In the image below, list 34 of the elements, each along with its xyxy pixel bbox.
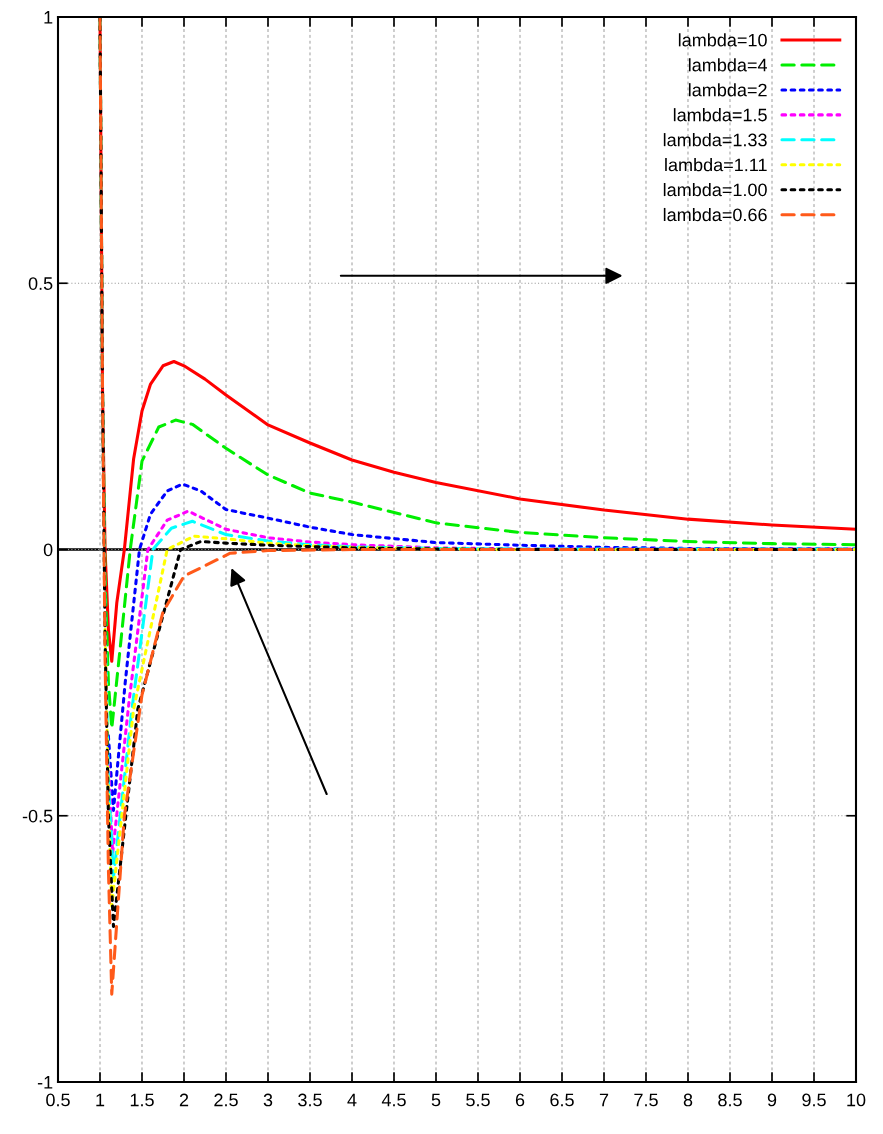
x-tick-label: 2 [179, 1093, 189, 1107]
x-tick-label: 4 [347, 1093, 357, 1107]
legend-label: lambda=0.66 [663, 207, 767, 222]
legend-label: lambda=1.11 [665, 158, 767, 172]
x-tick-label: 1.5 [130, 1093, 154, 1107]
x-tick-label: 9.5 [802, 1093, 826, 1107]
legend-label: lambda=1.33 [663, 133, 767, 147]
x-tick-label: 1 [96, 1093, 105, 1107]
y-tick-label: 1 [44, 11, 53, 24]
x-tick-label: 3.5 [298, 1093, 322, 1107]
x-tick-label: 6.5 [550, 1093, 574, 1107]
legend-label: lambda=4 [688, 58, 767, 72]
x-tick-label: 7 [599, 1093, 609, 1107]
legend-label: lambda=10 [678, 33, 767, 47]
x-tick-label: 8.5 [718, 1093, 742, 1107]
y-tick-label: 0.5 [28, 277, 53, 290]
x-tick-label: 2.5 [214, 1093, 238, 1107]
x-tick-label: 6 [515, 1093, 525, 1107]
legend-label: lambda=1.5 [673, 108, 767, 122]
x-tick-label: 10 [847, 1093, 866, 1107]
line-series [103, 534, 856, 908]
x-tick-label: 4.5 [381, 1093, 406, 1107]
x-tick-label: 8 [683, 1093, 693, 1107]
legend-label: lambda=1.00 [663, 182, 767, 197]
x-tick-label: 5 [431, 1093, 441, 1107]
y-tick-label: -1 [37, 1076, 53, 1089]
legend-label: lambda=2 [688, 83, 767, 97]
x-tick-label: 3 [263, 1093, 273, 1107]
line-series [106, 482, 856, 812]
x-tick-label: 9 [767, 1093, 777, 1107]
y-tick-label: -0.5 [22, 809, 53, 823]
y-tick-label: 0 [43, 543, 53, 557]
x-tick-label: 5.5 [466, 1093, 490, 1107]
x-tick-label: 7.5 [634, 1093, 658, 1107]
